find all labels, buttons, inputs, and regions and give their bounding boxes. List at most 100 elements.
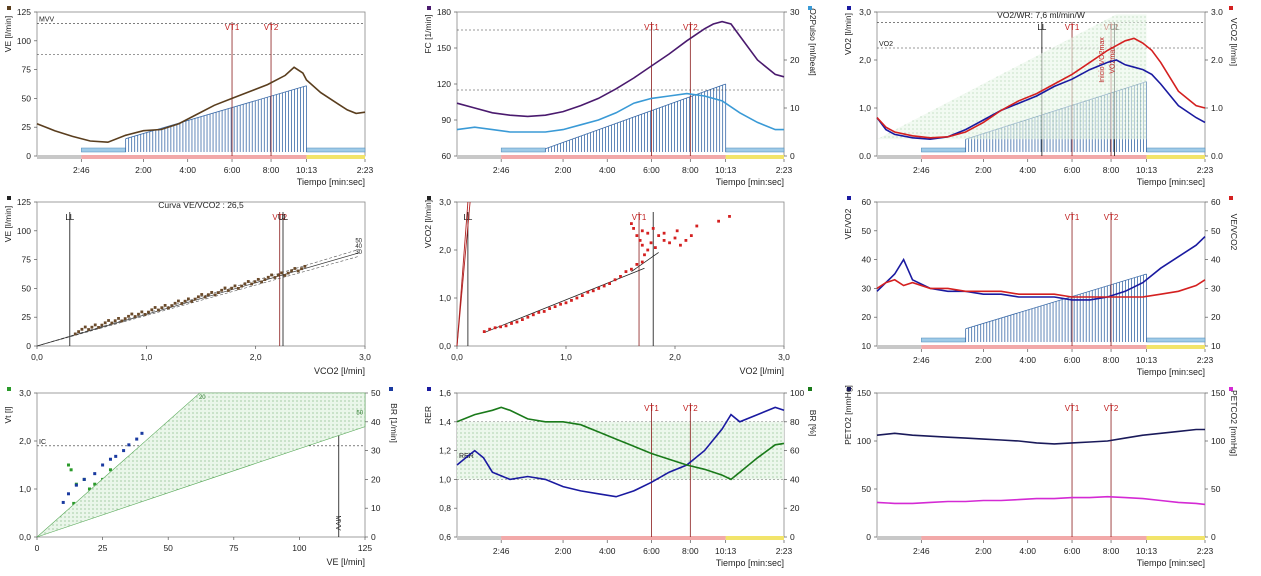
y-left-tick-label: 125 (17, 7, 31, 17)
y-right-tick-label: 0 (371, 532, 376, 542)
scatter-point (679, 243, 682, 247)
x-tick-label: 75 (229, 543, 239, 553)
x-tick-label: 2:46 (913, 546, 930, 556)
scatter-point (77, 330, 80, 334)
scatter-point (120, 319, 124, 323)
y-right-legend-swatch (1229, 387, 1233, 391)
phase-warmup-bar (457, 155, 502, 159)
scatter-point (293, 267, 297, 270)
y-left-tick-label: 1,2 (439, 446, 451, 456)
scatter-point (153, 306, 157, 309)
y-left-legend-swatch (7, 387, 11, 391)
x-tick-label: 6:00 (643, 546, 660, 556)
y-left-tick-label: 0,0 (19, 532, 31, 542)
scatter-point (216, 291, 220, 294)
scatter-point (570, 299, 573, 302)
scatter-point (203, 295, 207, 299)
x-tick-label: 10:13 (715, 546, 737, 556)
scatter-point (150, 308, 154, 312)
y-right-legend-swatch (1229, 6, 1233, 10)
ramp-top (965, 273, 1147, 330)
scatter-point (591, 289, 595, 293)
y-left-tick-label: 20 (862, 312, 872, 322)
y-right-tick-label: 0 (1211, 532, 1216, 542)
phase-warmup-bar (877, 155, 922, 159)
x-tick-label: 1,0 (140, 352, 152, 362)
series-point (122, 449, 126, 453)
scatter-point (531, 313, 535, 317)
y-left-axis-label: VE [l/min] (3, 16, 13, 52)
scatter-point (93, 323, 97, 327)
series-point (93, 482, 97, 486)
reference-line-label: MVV (39, 17, 55, 24)
x-tick-label: 8:00 (1103, 355, 1120, 365)
marker-label: VT1 (1065, 213, 1080, 222)
marker-label: VT1 (632, 213, 647, 222)
scatter-point (233, 284, 237, 288)
y-right-tick-label: 20 (1211, 312, 1221, 322)
scatter-point (303, 264, 307, 268)
warmup-load-bar (921, 337, 966, 343)
x-tick-label: 2:46 (493, 165, 510, 175)
y-right-tick-label: 60 (790, 446, 800, 456)
series-point (140, 431, 144, 435)
vo2-wr-area (877, 14, 1147, 140)
y-left-axis-label: VE/VO2 (843, 208, 853, 239)
y-left-axis-label: VE [l/min] (3, 206, 13, 242)
y-left-tick-label: 3,0 (439, 197, 451, 207)
y-right-tick-label: 50 (1211, 484, 1221, 494)
y-left-tick-label: 1,0 (439, 474, 451, 484)
scatter-point (635, 234, 639, 237)
y-left-legend-swatch (427, 196, 431, 200)
y-left-tick-label: 0 (866, 532, 871, 542)
y-right-axis-label: BR [%] (808, 410, 818, 436)
scatter-point (273, 276, 277, 279)
y-right-tick-label: 40 (790, 474, 800, 484)
scatter-point (717, 219, 720, 223)
y-right-axis-label: VCO2 [l/min] (1229, 18, 1239, 66)
phase-recovery-bar (1146, 155, 1205, 159)
x-tick-label: 125 (358, 543, 372, 553)
series-point (69, 468, 73, 472)
plot-frame (456, 201, 785, 347)
marker-label: LL (1037, 23, 1046, 32)
x-tick-label: 25 (98, 543, 108, 553)
y-right-tick-label: 150 (1211, 388, 1225, 398)
phase-load-bar (921, 345, 1147, 349)
y-left-tick-label: 150 (437, 43, 451, 53)
identity-steep-line (456, 201, 471, 347)
vt-envelope (36, 392, 366, 538)
scatter-point (564, 301, 568, 305)
y-left-tick-label: 3,0 (859, 7, 871, 17)
x-axis-label: Tiempo [min:sec] (1137, 558, 1205, 568)
x-tick-label: 10:13 (1136, 165, 1158, 175)
plot-frame (36, 201, 366, 347)
x-tick-label: 4:00 (1019, 355, 1036, 365)
scatter-point (608, 282, 611, 285)
y-left-axis-label: PETO2 [mmHg] (843, 385, 853, 445)
scatter-point (695, 224, 699, 228)
y-left-tick-label: 0,8 (439, 503, 451, 513)
series-line (876, 428, 1205, 445)
y-right-legend-swatch (1229, 196, 1233, 200)
x-tick-label: 2:23 (357, 165, 374, 175)
warmup-load-bar (921, 147, 966, 153)
scatter-point (613, 278, 617, 282)
x-tick-label: 4:00 (1019, 165, 1036, 175)
y-right-axis-label: BR [1/min] (389, 403, 399, 443)
x-tick-label: 10:13 (296, 165, 318, 175)
scatter-point (190, 300, 194, 303)
y-right-tick-label: 80 (790, 417, 800, 427)
y-left-legend-swatch (427, 387, 431, 391)
scatter-point (521, 318, 524, 321)
y-right-tick-label: 40 (1211, 255, 1221, 265)
marker-label: VT2 (1104, 404, 1119, 413)
y-left-tick-label: 40 (862, 255, 872, 265)
series-point (66, 492, 70, 496)
scatter-point (283, 273, 287, 277)
x-axis-label: Tiempo [min:sec] (297, 177, 365, 187)
y-left-tick-label: 150 (857, 388, 871, 398)
y-left-tick-label: 180 (437, 7, 451, 17)
y-right-tick-label: 10 (1211, 341, 1221, 351)
scatter-point (673, 236, 677, 240)
